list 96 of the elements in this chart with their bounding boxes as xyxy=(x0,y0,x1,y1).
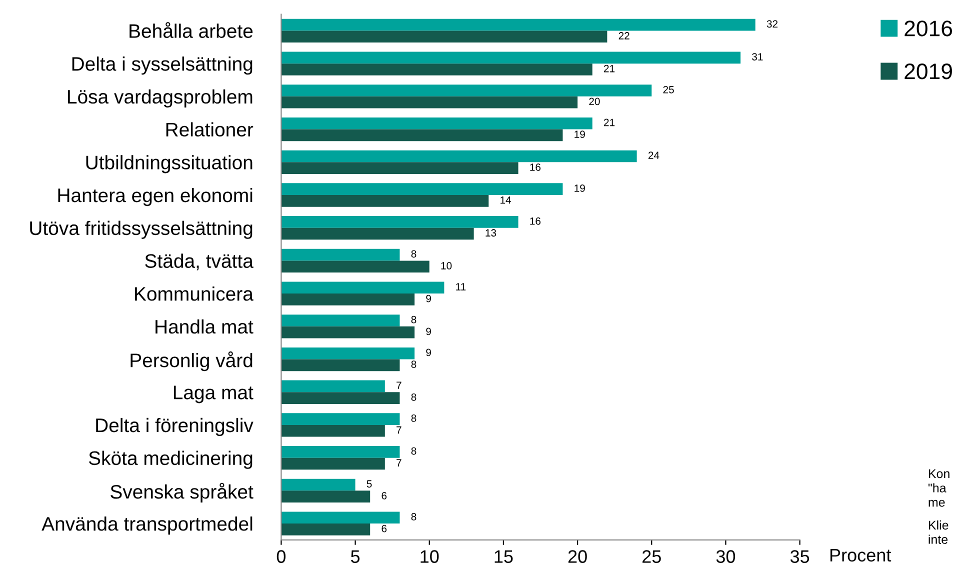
bar xyxy=(281,458,385,470)
bar xyxy=(281,129,563,142)
data-label: 13 xyxy=(486,229,496,237)
data-label: 9 xyxy=(426,348,431,356)
data-label: 7 xyxy=(396,382,402,389)
x-tick-label: 0 xyxy=(276,550,286,563)
bar xyxy=(281,380,385,392)
data-label: 9 xyxy=(426,328,431,336)
data-label: 14 xyxy=(500,196,512,204)
y-tick-label: Utöva fritidssysselsättning xyxy=(30,220,252,239)
bar xyxy=(281,248,400,261)
data-label: 8 xyxy=(411,414,416,422)
x-tick-label: 30 xyxy=(716,550,736,563)
x-axis-title: Procent xyxy=(830,548,892,562)
bar xyxy=(281,359,400,372)
y-tick-label: Personlig vård xyxy=(130,351,252,372)
data-label: 19 xyxy=(574,130,585,138)
y-tick-label: Sköta medicinering xyxy=(88,450,252,469)
bar xyxy=(281,18,756,31)
bar xyxy=(281,314,400,326)
bar xyxy=(281,446,400,458)
bar xyxy=(281,490,370,503)
y-tick-label: Handla mat xyxy=(156,319,254,334)
bar xyxy=(281,413,400,425)
text: me xyxy=(928,500,945,507)
data-label: 6 xyxy=(382,524,387,532)
bar xyxy=(281,216,518,228)
bar xyxy=(281,347,415,360)
data-label: 9 xyxy=(426,294,431,302)
bar xyxy=(281,96,578,108)
bar xyxy=(281,512,400,524)
bar xyxy=(281,52,741,64)
bar xyxy=(281,162,518,174)
bar xyxy=(281,117,592,130)
bar xyxy=(281,282,444,294)
data-label: 7 xyxy=(396,426,402,434)
legend-label: 2019 xyxy=(904,64,952,80)
x-tick-label: 35 xyxy=(790,550,810,563)
data-label: 5 xyxy=(366,480,372,488)
data-label: 24 xyxy=(648,152,660,159)
data-label: 31 xyxy=(752,53,763,60)
data-label: 8 xyxy=(411,250,416,258)
bar xyxy=(281,478,356,491)
data-label: 16 xyxy=(530,217,541,225)
y-tick-label: Delta i föreningsliv xyxy=(96,418,254,436)
y-tick-label: Kommunicera xyxy=(135,286,254,301)
y-tick-label: Behålla arbete xyxy=(130,22,253,38)
data-label: 32 xyxy=(766,20,778,28)
data-label: 21 xyxy=(604,118,615,126)
bar xyxy=(281,150,637,162)
data-label: 22 xyxy=(618,32,630,40)
bar xyxy=(281,392,400,404)
data-label: 10 xyxy=(441,262,452,270)
bar xyxy=(281,326,415,338)
data-label: 8 xyxy=(411,447,416,455)
y-tick-label: Lösa vardagsproblem xyxy=(68,89,252,108)
y-tick-label: Delta i sysselsättning xyxy=(72,56,252,75)
data-label: 8 xyxy=(411,316,416,324)
text: inte xyxy=(928,534,948,544)
y-tick-label: Använda transportmedel xyxy=(42,516,252,535)
data-label: 8 xyxy=(411,360,416,368)
data-label: 19 xyxy=(574,184,585,192)
bar xyxy=(281,183,563,195)
y-tick-label: Hantera egen ekonomi xyxy=(58,188,252,206)
data-label: 11 xyxy=(456,283,466,290)
bar xyxy=(281,424,385,437)
x-tick-label: 20 xyxy=(568,550,587,563)
data-label: 21 xyxy=(604,64,615,72)
bar xyxy=(281,294,415,306)
bar xyxy=(281,228,474,240)
data-label: 8 xyxy=(411,513,416,520)
bar xyxy=(281,30,608,43)
text: "ha xyxy=(928,483,946,492)
data-label: 7 xyxy=(396,459,402,466)
bar xyxy=(281,524,370,536)
data-label: 8 xyxy=(411,393,416,401)
data-label: 6 xyxy=(382,492,387,500)
data-label: 20 xyxy=(589,98,600,106)
y-tick-label: Utbildningssituation xyxy=(86,155,252,174)
bar xyxy=(281,84,652,96)
bar xyxy=(281,64,592,76)
x-tick-label: 10 xyxy=(420,550,439,563)
text: Klie xyxy=(928,520,948,530)
y-tick-label: Städa, tvätta xyxy=(145,254,254,270)
data-label: 16 xyxy=(530,163,541,171)
data-label: 25 xyxy=(663,86,674,94)
bar xyxy=(281,260,430,273)
x-tick-label: 5 xyxy=(350,550,360,563)
y-tick-label: Relationer xyxy=(166,122,254,137)
x-tick-label: 25 xyxy=(642,550,661,563)
x-tick-label: 15 xyxy=(494,550,513,563)
bar xyxy=(281,195,489,207)
y-tick-label: Svenska språket xyxy=(110,482,254,503)
legend-label: 2016 xyxy=(904,20,952,36)
y-tick-label: Laga mat xyxy=(174,386,254,404)
text: Kon xyxy=(928,469,950,478)
